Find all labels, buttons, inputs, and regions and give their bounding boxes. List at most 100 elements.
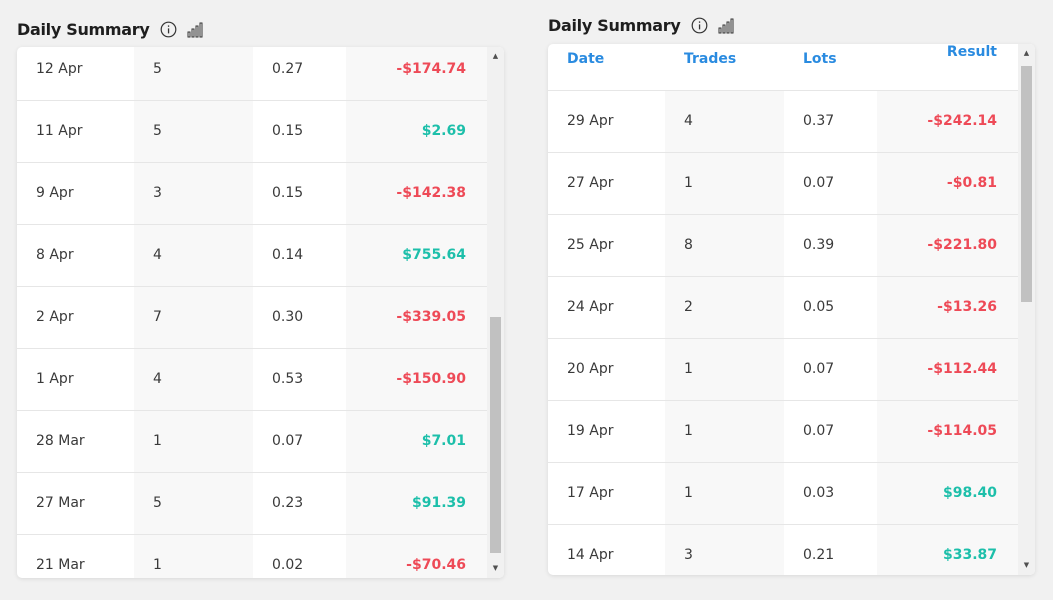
cell-trades: 5 xyxy=(134,472,253,535)
scroll-down-arrow-icon[interactable]: ▼ xyxy=(1023,560,1030,569)
table-row[interactable]: 20 Apr 1 0.07 -$112.44 xyxy=(548,338,1018,401)
cell-result: -$242.14 xyxy=(877,90,1018,153)
cell-result: -$112.44 xyxy=(877,338,1018,401)
table-row[interactable]: 29 Apr 4 0.37 -$242.14 xyxy=(548,90,1018,153)
cell-date: 9 Apr xyxy=(17,162,134,225)
scroll-down-arrow-icon[interactable]: ▼ xyxy=(492,563,499,572)
cell-lots: 0.15 xyxy=(253,162,346,225)
cell-date: 8 Apr xyxy=(17,224,134,287)
column-header-lots[interactable]: Lots xyxy=(784,44,877,91)
cell-date: 21 Mar xyxy=(17,534,134,578)
bar-chart-icon[interactable] xyxy=(718,18,734,34)
cell-result: -$174.74 xyxy=(346,47,487,101)
right-scrollbar[interactable]: ▲ ▼ xyxy=(1018,44,1035,575)
cell-date: 12 Apr xyxy=(17,47,134,101)
cell-trades: 2 xyxy=(665,276,784,339)
cell-date: 2 Apr xyxy=(17,286,134,349)
cell-lots: 0.23 xyxy=(253,472,346,535)
left-panel-title-text: Daily Summary xyxy=(17,20,150,39)
cell-lots: 0.15 xyxy=(253,100,346,163)
cell-lots: 0.05 xyxy=(784,276,877,339)
cell-date: 27 Mar xyxy=(17,472,134,535)
cell-date: 20 Apr xyxy=(548,338,665,401)
cell-trades: 4 xyxy=(134,224,253,287)
cell-date: 19 Apr xyxy=(548,400,665,463)
cell-result: -$150.90 xyxy=(346,348,487,411)
right-panel-title-text: Daily Summary xyxy=(548,16,681,35)
table-row[interactable]: 11 Apr 5 0.15 $2.69 xyxy=(17,100,487,163)
cell-result: $2.69 xyxy=(346,100,487,163)
left-summary-card: 12 Apr 5 0.27 -$174.74 11 Apr 5 0.15 $2.69 9 Apr… xyxy=(17,47,504,578)
cell-date: 24 Apr xyxy=(548,276,665,339)
cell-date: 28 Mar xyxy=(17,410,134,473)
cell-lots: 0.30 xyxy=(253,286,346,349)
info-icon[interactable] xyxy=(691,17,708,34)
table-row[interactable]: 1 Apr 4 0.53 -$150.90 xyxy=(17,348,487,411)
cell-trades: 1 xyxy=(134,410,253,473)
cell-trades: 7 xyxy=(134,286,253,349)
cell-result: -$221.80 xyxy=(877,214,1018,277)
table-row[interactable]: 12 Apr 5 0.27 -$174.74 xyxy=(17,47,487,101)
table-row[interactable]: 27 Apr 1 0.07 -$0.81 xyxy=(548,152,1018,215)
left-scrollbar[interactable]: ▲ ▼ xyxy=(487,47,504,578)
column-header-date[interactable]: Date xyxy=(548,44,665,91)
bar-chart-icon[interactable] xyxy=(187,22,203,38)
left-panel-title: Daily Summary xyxy=(17,20,213,39)
right-summary-card: Date Trades Lots Result 29 Apr 4 0.37 -$242… xyxy=(548,44,1035,575)
cell-date: 1 Apr xyxy=(17,348,134,411)
cell-lots: 0.53 xyxy=(253,348,346,411)
table-row[interactable]: 27 Mar 5 0.23 $91.39 xyxy=(17,472,487,535)
cell-lots: 0.02 xyxy=(253,534,346,578)
table-row[interactable]: 21 Mar 1 0.02 -$70.46 xyxy=(17,534,487,578)
column-header-trades[interactable]: Trades xyxy=(665,44,784,91)
cell-lots: 0.03 xyxy=(784,462,877,525)
right-panel-title: Daily Summary xyxy=(548,16,744,35)
table-row[interactable]: 28 Mar 1 0.07 $7.01 xyxy=(17,410,487,473)
cell-trades: 1 xyxy=(665,400,784,463)
cell-result: $755.64 xyxy=(346,224,487,287)
table-header-row: Date Trades Lots Result xyxy=(548,44,1018,91)
column-header-result[interactable]: Result xyxy=(877,44,1018,91)
cell-date: 11 Apr xyxy=(17,100,134,163)
cell-lots: 0.39 xyxy=(784,214,877,277)
info-icon[interactable] xyxy=(160,21,177,38)
cell-lots: 0.21 xyxy=(784,524,877,575)
cell-lots: 0.07 xyxy=(253,410,346,473)
table-row[interactable]: 2 Apr 7 0.30 -$339.05 xyxy=(17,286,487,349)
cell-date: 29 Apr xyxy=(548,90,665,153)
cell-trades: 1 xyxy=(665,462,784,525)
cell-trades: 8 xyxy=(665,214,784,277)
cell-date: 17 Apr xyxy=(548,462,665,525)
table-row[interactable]: 19 Apr 1 0.07 -$114.05 xyxy=(548,400,1018,463)
cell-result: -$142.38 xyxy=(346,162,487,225)
cell-trades: 4 xyxy=(134,348,253,411)
cell-result: $33.87 xyxy=(877,524,1018,575)
table-row[interactable]: 8 Apr 4 0.14 $755.64 xyxy=(17,224,487,287)
cell-result: -$0.81 xyxy=(877,152,1018,215)
cell-result: -$339.05 xyxy=(346,286,487,349)
left-scrollbar-thumb[interactable] xyxy=(490,317,501,553)
cell-date: 25 Apr xyxy=(548,214,665,277)
table-row[interactable]: 17 Apr 1 0.03 $98.40 xyxy=(548,462,1018,525)
right-summary-table: Date Trades Lots Result 29 Apr 4 0.37 -$242… xyxy=(548,44,1018,575)
table-row[interactable]: 24 Apr 2 0.05 -$13.26 xyxy=(548,276,1018,339)
cell-trades: 4 xyxy=(665,90,784,153)
cell-trades: 3 xyxy=(134,162,253,225)
cell-lots: 0.27 xyxy=(253,47,346,101)
cell-date: 27 Apr xyxy=(548,152,665,215)
right-scrollbar-thumb[interactable] xyxy=(1021,66,1032,302)
scroll-up-arrow-icon[interactable]: ▲ xyxy=(1023,48,1030,57)
scroll-up-arrow-icon[interactable]: ▲ xyxy=(492,51,499,60)
cell-date: 14 Apr xyxy=(548,524,665,575)
cell-result: $91.39 xyxy=(346,472,487,535)
cell-result: -$114.05 xyxy=(877,400,1018,463)
cell-lots: 0.07 xyxy=(784,338,877,401)
cell-lots: 0.37 xyxy=(784,90,877,153)
left-summary-table: 12 Apr 5 0.27 -$174.74 11 Apr 5 0.15 $2.69 9 Apr… xyxy=(17,47,487,578)
table-row[interactable]: 9 Apr 3 0.15 -$142.38 xyxy=(17,162,487,225)
cell-trades: 1 xyxy=(665,338,784,401)
table-row[interactable]: 14 Apr 3 0.21 $33.87 xyxy=(548,524,1018,575)
cell-trades: 5 xyxy=(134,100,253,163)
table-row[interactable]: 25 Apr 8 0.39 -$221.80 xyxy=(548,214,1018,277)
cell-lots: 0.07 xyxy=(784,400,877,463)
